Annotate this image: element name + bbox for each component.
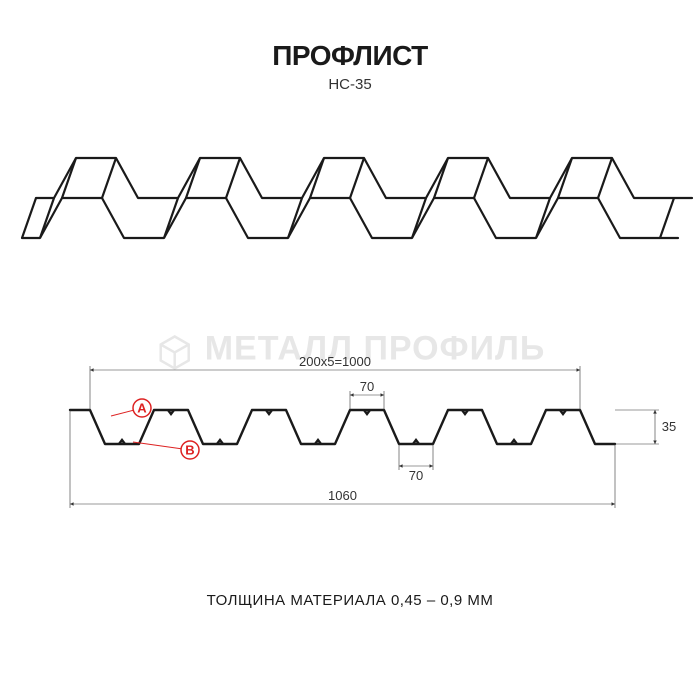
page-title: ПРОФЛИСТ [0, 40, 700, 72]
isometric-svg [0, 150, 700, 260]
isometric-view [0, 150, 700, 260]
thickness-note: ТОЛЩИНА МАТЕРИАЛА 0,45 – 0,9 ММ [207, 592, 494, 609]
page-subtitle: НС-35 [0, 76, 700, 93]
footer: ТОЛЩИНА МАТЕРИАЛА 0,45 – 0,9 ММ [0, 592, 700, 610]
cross-section-svg: 200x5=1000 70 70 35 1060 A B [0, 330, 700, 530]
svg-text:70: 70 [360, 379, 374, 394]
header: ПРОФЛИСТ НС-35 [0, 0, 700, 93]
svg-text:1060: 1060 [328, 488, 357, 503]
cross-section-view: 200x5=1000 70 70 35 1060 A B [0, 330, 700, 530]
page: МЕТАЛЛ ПРОФИЛЬ ПРОФЛИСТ НС-35 200x5=1000… [0, 0, 700, 700]
svg-text:200x5=1000: 200x5=1000 [299, 354, 371, 369]
svg-text:A: A [137, 401, 147, 416]
svg-text:B: B [185, 443, 194, 458]
svg-text:70: 70 [409, 468, 423, 483]
svg-text:35: 35 [662, 419, 676, 434]
